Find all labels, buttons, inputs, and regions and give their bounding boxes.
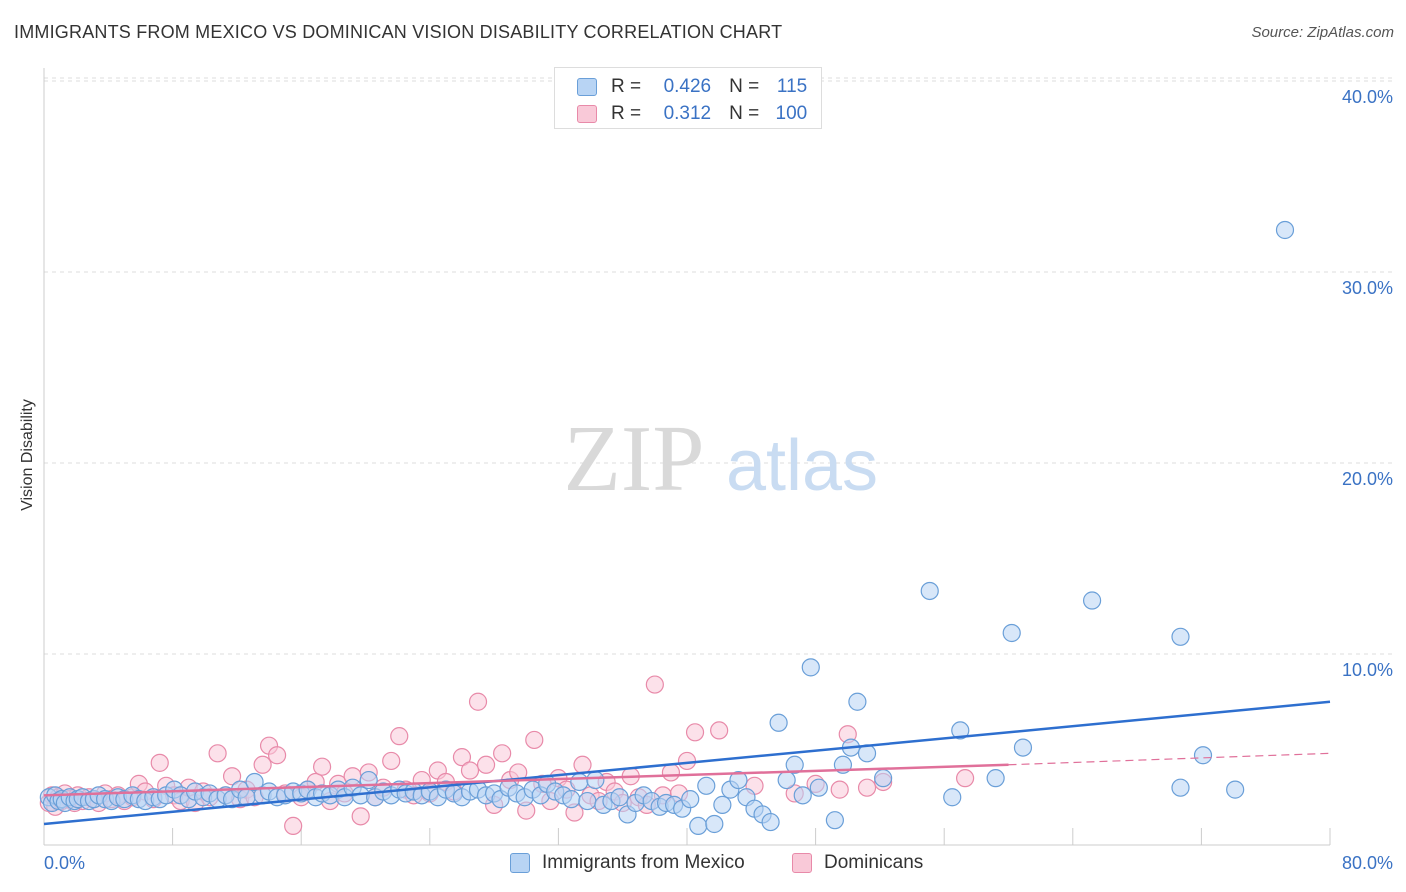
- watermark-atlas: atlas: [726, 426, 878, 506]
- legend-n-value: 100: [775, 103, 808, 124]
- axes: [43, 68, 1331, 846]
- data-point-mexico: [1193, 746, 1213, 765]
- data-point-mexico: [578, 791, 597, 811]
- data-point-mexico: [689, 816, 708, 836]
- data-point-dominicans: [476, 755, 496, 774]
- tick-labels: 10.0% 20.0% 30.0% 40.0% 0.0% 80.0%: [44, 87, 1393, 873]
- data-point-dominicans: [452, 748, 472, 767]
- data-point-dominicans: [267, 746, 287, 765]
- data-point-mexico: [1013, 738, 1033, 757]
- data-point-mexico: [874, 769, 893, 788]
- data-point-mexico: [986, 769, 1005, 788]
- data-point-dominicans: [955, 769, 975, 788]
- legend-n-value: 115: [776, 76, 808, 97]
- legend-label-mexico: Immigrants from Mexico: [542, 852, 745, 873]
- legend-row-mexico: R = 0.426 N = 115: [577, 75, 807, 99]
- x-tick-label-max: 80.0%: [1342, 853, 1393, 873]
- series-immigrants-from-mexico: [39, 220, 1295, 836]
- data-point-mexico: [801, 658, 820, 677]
- chart-title: IMMIGRANTS FROM MEXICO VS DOMINICAN VISI…: [14, 22, 783, 42]
- data-point-mexico: [713, 795, 732, 814]
- data-point-dominicans: [685, 723, 705, 742]
- legend-n-label: N =: [729, 103, 760, 124]
- data-point-mexico: [761, 812, 780, 832]
- data-point-dominicans: [710, 721, 729, 740]
- legend-swatch-blue: [510, 853, 530, 873]
- data-point-dominicans: [573, 755, 592, 774]
- data-point-mexico: [610, 788, 629, 807]
- data-point-mexico: [769, 713, 788, 732]
- trend-lines: [43, 700, 1331, 826]
- data-point-mexico: [1226, 780, 1245, 799]
- data-point-dominicans: [390, 727, 409, 746]
- data-point-mexico: [245, 772, 264, 792]
- data-point-mexico: [1171, 778, 1190, 797]
- legend-label-dominicans: Dominicans: [824, 852, 924, 873]
- watermark-zip: ZIP: [564, 407, 705, 511]
- chart-source: Source: ZipAtlas.com: [1251, 24, 1394, 41]
- data-point-dominicans: [253, 755, 272, 774]
- data-point-mexico: [681, 790, 700, 809]
- data-point-dominicans: [493, 744, 512, 763]
- data-point-mexico: [1275, 220, 1295, 240]
- legend-r-label: R =: [611, 103, 642, 124]
- data-point-mexico: [1082, 591, 1102, 610]
- trend-line-dominicans-extension: [1008, 752, 1331, 766]
- data-point-dominicans: [460, 761, 480, 780]
- data-point-dominicans: [222, 767, 242, 786]
- data-point-mexico: [809, 778, 828, 797]
- data-point-mexico: [951, 721, 970, 740]
- stats-legend: R = 0.426 N = 115 R = 0.312 N = 100: [554, 67, 822, 129]
- y-tick-label: 20.0%: [1342, 469, 1393, 489]
- legend-r-value: 0.312: [663, 103, 712, 124]
- data-point-mexico: [943, 788, 962, 807]
- data-point-mexico: [586, 770, 605, 790]
- data-point-mexico: [562, 790, 581, 809]
- legend-item-dominicans[interactable]: Dominicans: [792, 852, 923, 874]
- series-legend: Immigrants from Mexico Dominicans: [0, 852, 1406, 878]
- data-point-dominicans: [208, 744, 227, 763]
- data-point-mexico: [1002, 623, 1021, 643]
- data-point-dominicans: [645, 675, 664, 694]
- data-point-dominicans: [351, 807, 370, 826]
- trend-line-mexico: [43, 700, 1331, 826]
- legend-item-mexico[interactable]: Immigrants from Mexico: [510, 852, 745, 874]
- legend-swatch-pink: [577, 105, 597, 123]
- data-point-mexico: [697, 776, 716, 795]
- x-tick-label-min: 0.0%: [44, 853, 85, 873]
- grid-lines: [44, 77, 1392, 655]
- data-point-dominicans: [312, 757, 332, 776]
- trend-line-dominicans: [43, 763, 1009, 797]
- data-point-dominicans: [677, 751, 697, 771]
- y-tick-label: 30.0%: [1342, 278, 1393, 298]
- y-tick-label: 40.0%: [1342, 87, 1393, 107]
- data-point-dominicans: [382, 751, 401, 771]
- data-point-mexico: [825, 811, 844, 830]
- legend-n-label: N =: [729, 76, 760, 97]
- y-tick-label: 10.0%: [1342, 660, 1393, 680]
- data-point-mexico: [793, 786, 812, 805]
- watermark: ZIP atlas: [564, 407, 879, 511]
- data-point-dominicans: [468, 692, 488, 711]
- legend-row-dominicans: R = 0.312 N = 100: [577, 102, 807, 126]
- legend-r-value: 0.426: [663, 76, 712, 97]
- data-point-mexico: [705, 814, 724, 834]
- data-point-dominicans: [661, 763, 681, 782]
- data-point-dominicans: [830, 780, 849, 799]
- data-point-mexico: [729, 770, 748, 790]
- data-point-mexico: [920, 581, 939, 601]
- data-point-dominicans: [525, 730, 544, 750]
- legend-swatch-blue: [577, 78, 597, 96]
- data-point-mexico: [777, 770, 796, 790]
- data-point-dominicans: [284, 816, 303, 836]
- data-point-mexico: [570, 772, 589, 792]
- data-point-mexico: [1171, 627, 1190, 646]
- data-point-dominicans: [857, 778, 877, 797]
- legend-swatch-pink: [792, 853, 812, 873]
- data-point-mexico: [848, 692, 867, 711]
- data-point-mexico: [785, 755, 804, 774]
- legend-r-label: R =: [611, 76, 642, 97]
- data-point-dominicans: [150, 753, 169, 772]
